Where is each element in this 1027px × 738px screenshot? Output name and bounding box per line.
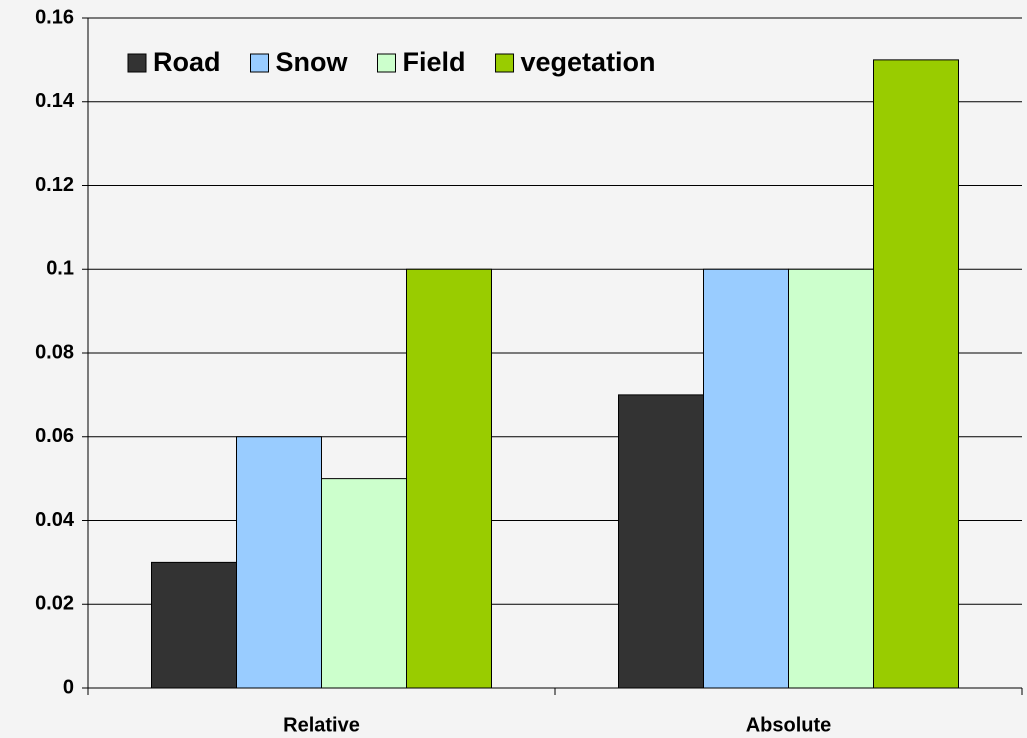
y-tick-label: 0: [63, 676, 74, 698]
legend-label: vegetation: [521, 47, 656, 77]
legend-label: Field: [403, 47, 466, 77]
legend-swatch: [496, 54, 514, 72]
y-tick-label: 0.06: [35, 425, 74, 447]
legend-swatch: [251, 54, 269, 72]
bar: [322, 479, 407, 688]
legend-swatch: [128, 54, 146, 72]
y-tick-label: 0.12: [35, 174, 74, 196]
legend-label: Road: [153, 47, 221, 77]
y-tick-label: 0.02: [35, 593, 74, 615]
y-tick-label: 0.1: [46, 258, 74, 280]
chart: 0 0.02 0.04 0.06 0.08 0.1 0.12 0.14 0.16 Relative…: [0, 0, 1027, 738]
y-tick-label: 0.16: [35, 6, 74, 28]
y-tick-label: 0.08: [35, 341, 74, 363]
legend-swatch: [378, 54, 396, 72]
bar: [704, 269, 789, 688]
bar: [237, 437, 322, 688]
y-tick-label: 0.14: [35, 90, 75, 112]
bar: [407, 269, 492, 688]
legend-label: Snow: [276, 47, 349, 77]
bar: [619, 395, 704, 688]
y-tick-label: 0.04: [35, 509, 75, 531]
bar: [874, 60, 959, 688]
x-tick-label: Absolute: [746, 714, 832, 736]
bar: [152, 562, 237, 688]
x-tick-label: Relative: [283, 714, 360, 736]
bar: [789, 269, 874, 688]
